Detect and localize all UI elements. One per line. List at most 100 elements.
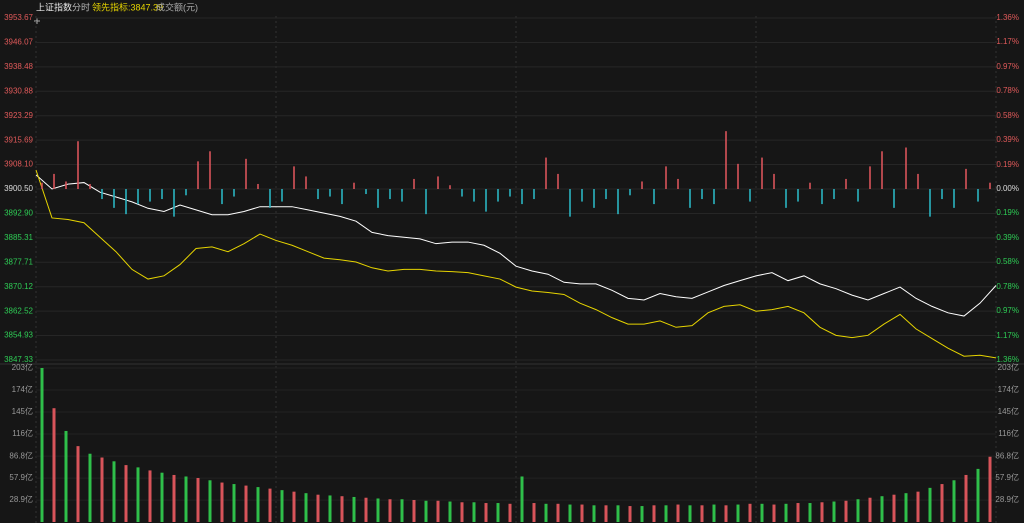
volume-bar bbox=[64, 430, 68, 522]
breadth-bar bbox=[545, 157, 547, 189]
volume-bar bbox=[568, 504, 572, 522]
breadth-bar bbox=[953, 189, 955, 208]
volume-bar bbox=[880, 496, 884, 522]
volume-bar bbox=[268, 488, 272, 522]
volume-label: 成交额(元) bbox=[156, 1, 198, 12]
volume-bar bbox=[40, 368, 44, 522]
y-tick-label: 3915.69 bbox=[4, 135, 33, 144]
volume-bar bbox=[940, 484, 944, 522]
volume-bar bbox=[520, 476, 524, 522]
y-tick-label: 203亿 bbox=[12, 362, 33, 372]
y-tick-label: 145亿 bbox=[12, 406, 33, 416]
y-tick-label-right: 174亿 bbox=[998, 384, 1019, 394]
breadth-bar bbox=[533, 189, 535, 200]
indicator-label: 领先指标:3847.39 bbox=[92, 1, 163, 12]
breadth-bar bbox=[821, 189, 823, 205]
volume-bar bbox=[148, 470, 152, 522]
volume-bar bbox=[304, 493, 308, 522]
breadth-bar bbox=[653, 189, 655, 205]
volume-bar bbox=[340, 496, 344, 522]
breadth-bar bbox=[965, 168, 967, 189]
volume-bar bbox=[100, 457, 104, 522]
breadth-bar bbox=[605, 189, 607, 200]
breadth-bar bbox=[989, 182, 991, 189]
volume-bar bbox=[628, 506, 632, 522]
y-tick-label: 3946.07 bbox=[4, 38, 33, 47]
breadth-bar bbox=[785, 189, 787, 208]
volume-bar bbox=[352, 496, 356, 522]
volume-bar bbox=[220, 482, 224, 522]
y2-tick-label: 0.19% bbox=[996, 160, 1019, 169]
breadth-bar bbox=[233, 189, 235, 197]
y-tick-label-right: 203亿 bbox=[998, 362, 1019, 372]
volume-bar bbox=[76, 446, 80, 522]
breadth-bar bbox=[341, 189, 343, 205]
volume-bar bbox=[928, 487, 932, 522]
y2-tick-label: 0.39% bbox=[996, 135, 1019, 144]
breadth-bar bbox=[293, 166, 295, 189]
volume-bar bbox=[316, 494, 320, 522]
breadth-bar bbox=[269, 189, 271, 208]
period-tab[interactable]: 分时 bbox=[72, 1, 90, 12]
breadth-bar bbox=[101, 189, 103, 200]
volume-bar bbox=[988, 456, 992, 522]
volume-bar bbox=[916, 491, 920, 522]
volume-bar bbox=[436, 500, 440, 522]
volume-bar bbox=[196, 478, 200, 522]
volume-bar bbox=[508, 503, 512, 522]
breadth-bar bbox=[929, 189, 931, 217]
breadth-bar bbox=[425, 189, 427, 215]
breadth-bar bbox=[329, 189, 331, 197]
volume-bar bbox=[952, 480, 956, 522]
y-tick-label: 116亿 bbox=[12, 428, 33, 438]
y-tick-label: 3923.29 bbox=[4, 111, 33, 120]
volume-bar bbox=[796, 503, 800, 522]
breadth-bar bbox=[749, 189, 751, 202]
volume-bar bbox=[544, 503, 548, 522]
breadth-bar bbox=[905, 147, 907, 189]
volume-bar bbox=[364, 497, 368, 522]
volume-bar bbox=[784, 503, 788, 522]
volume-bar bbox=[184, 476, 188, 522]
breadth-bar bbox=[593, 189, 595, 208]
breadth-bar bbox=[893, 189, 895, 208]
y-tick-label-right: 145亿 bbox=[998, 406, 1019, 416]
breadth-bar bbox=[365, 189, 367, 195]
volume-bar bbox=[244, 485, 248, 522]
breadth-bar bbox=[209, 151, 211, 189]
breadth-bar bbox=[665, 166, 667, 189]
breadth-bar bbox=[641, 181, 643, 189]
volume-bar bbox=[232, 484, 236, 522]
volume-bar bbox=[280, 490, 284, 522]
volume-bar bbox=[688, 505, 692, 522]
breadth-bar bbox=[401, 189, 403, 202]
y2-tick-label: 1.17% bbox=[996, 37, 1019, 46]
breadth-bar bbox=[77, 141, 79, 189]
volume-bar bbox=[580, 504, 584, 522]
volume-bar bbox=[604, 505, 608, 522]
volume-bar bbox=[532, 503, 536, 522]
volume-bar bbox=[160, 472, 164, 522]
y-tick-label: 3930.88 bbox=[4, 86, 33, 95]
volume-bar bbox=[652, 505, 656, 522]
y-tick-label: 3877.71 bbox=[4, 257, 33, 266]
breadth-bar bbox=[137, 189, 139, 205]
volume-bar bbox=[724, 505, 728, 522]
breadth-bar bbox=[917, 173, 919, 189]
volume-bar bbox=[616, 505, 620, 522]
y-tick-label: 3938.48 bbox=[4, 62, 33, 71]
volume-bar bbox=[712, 504, 716, 522]
y2-tick-label: 0.78% bbox=[996, 282, 1019, 291]
breadth-bar bbox=[149, 189, 151, 202]
y-tick-label-right: 116亿 bbox=[998, 428, 1019, 438]
y-tick-label: 3908.10 bbox=[4, 160, 33, 169]
breadth-bar bbox=[725, 131, 727, 189]
breadth-bar bbox=[461, 189, 463, 197]
y-tick-label-right: 86.8亿 bbox=[995, 450, 1019, 460]
breadth-bar bbox=[881, 151, 883, 189]
breadth-bar bbox=[53, 173, 55, 189]
price-line bbox=[35, 174, 997, 317]
breadth-bar bbox=[281, 189, 283, 202]
volume-bar bbox=[472, 502, 476, 522]
